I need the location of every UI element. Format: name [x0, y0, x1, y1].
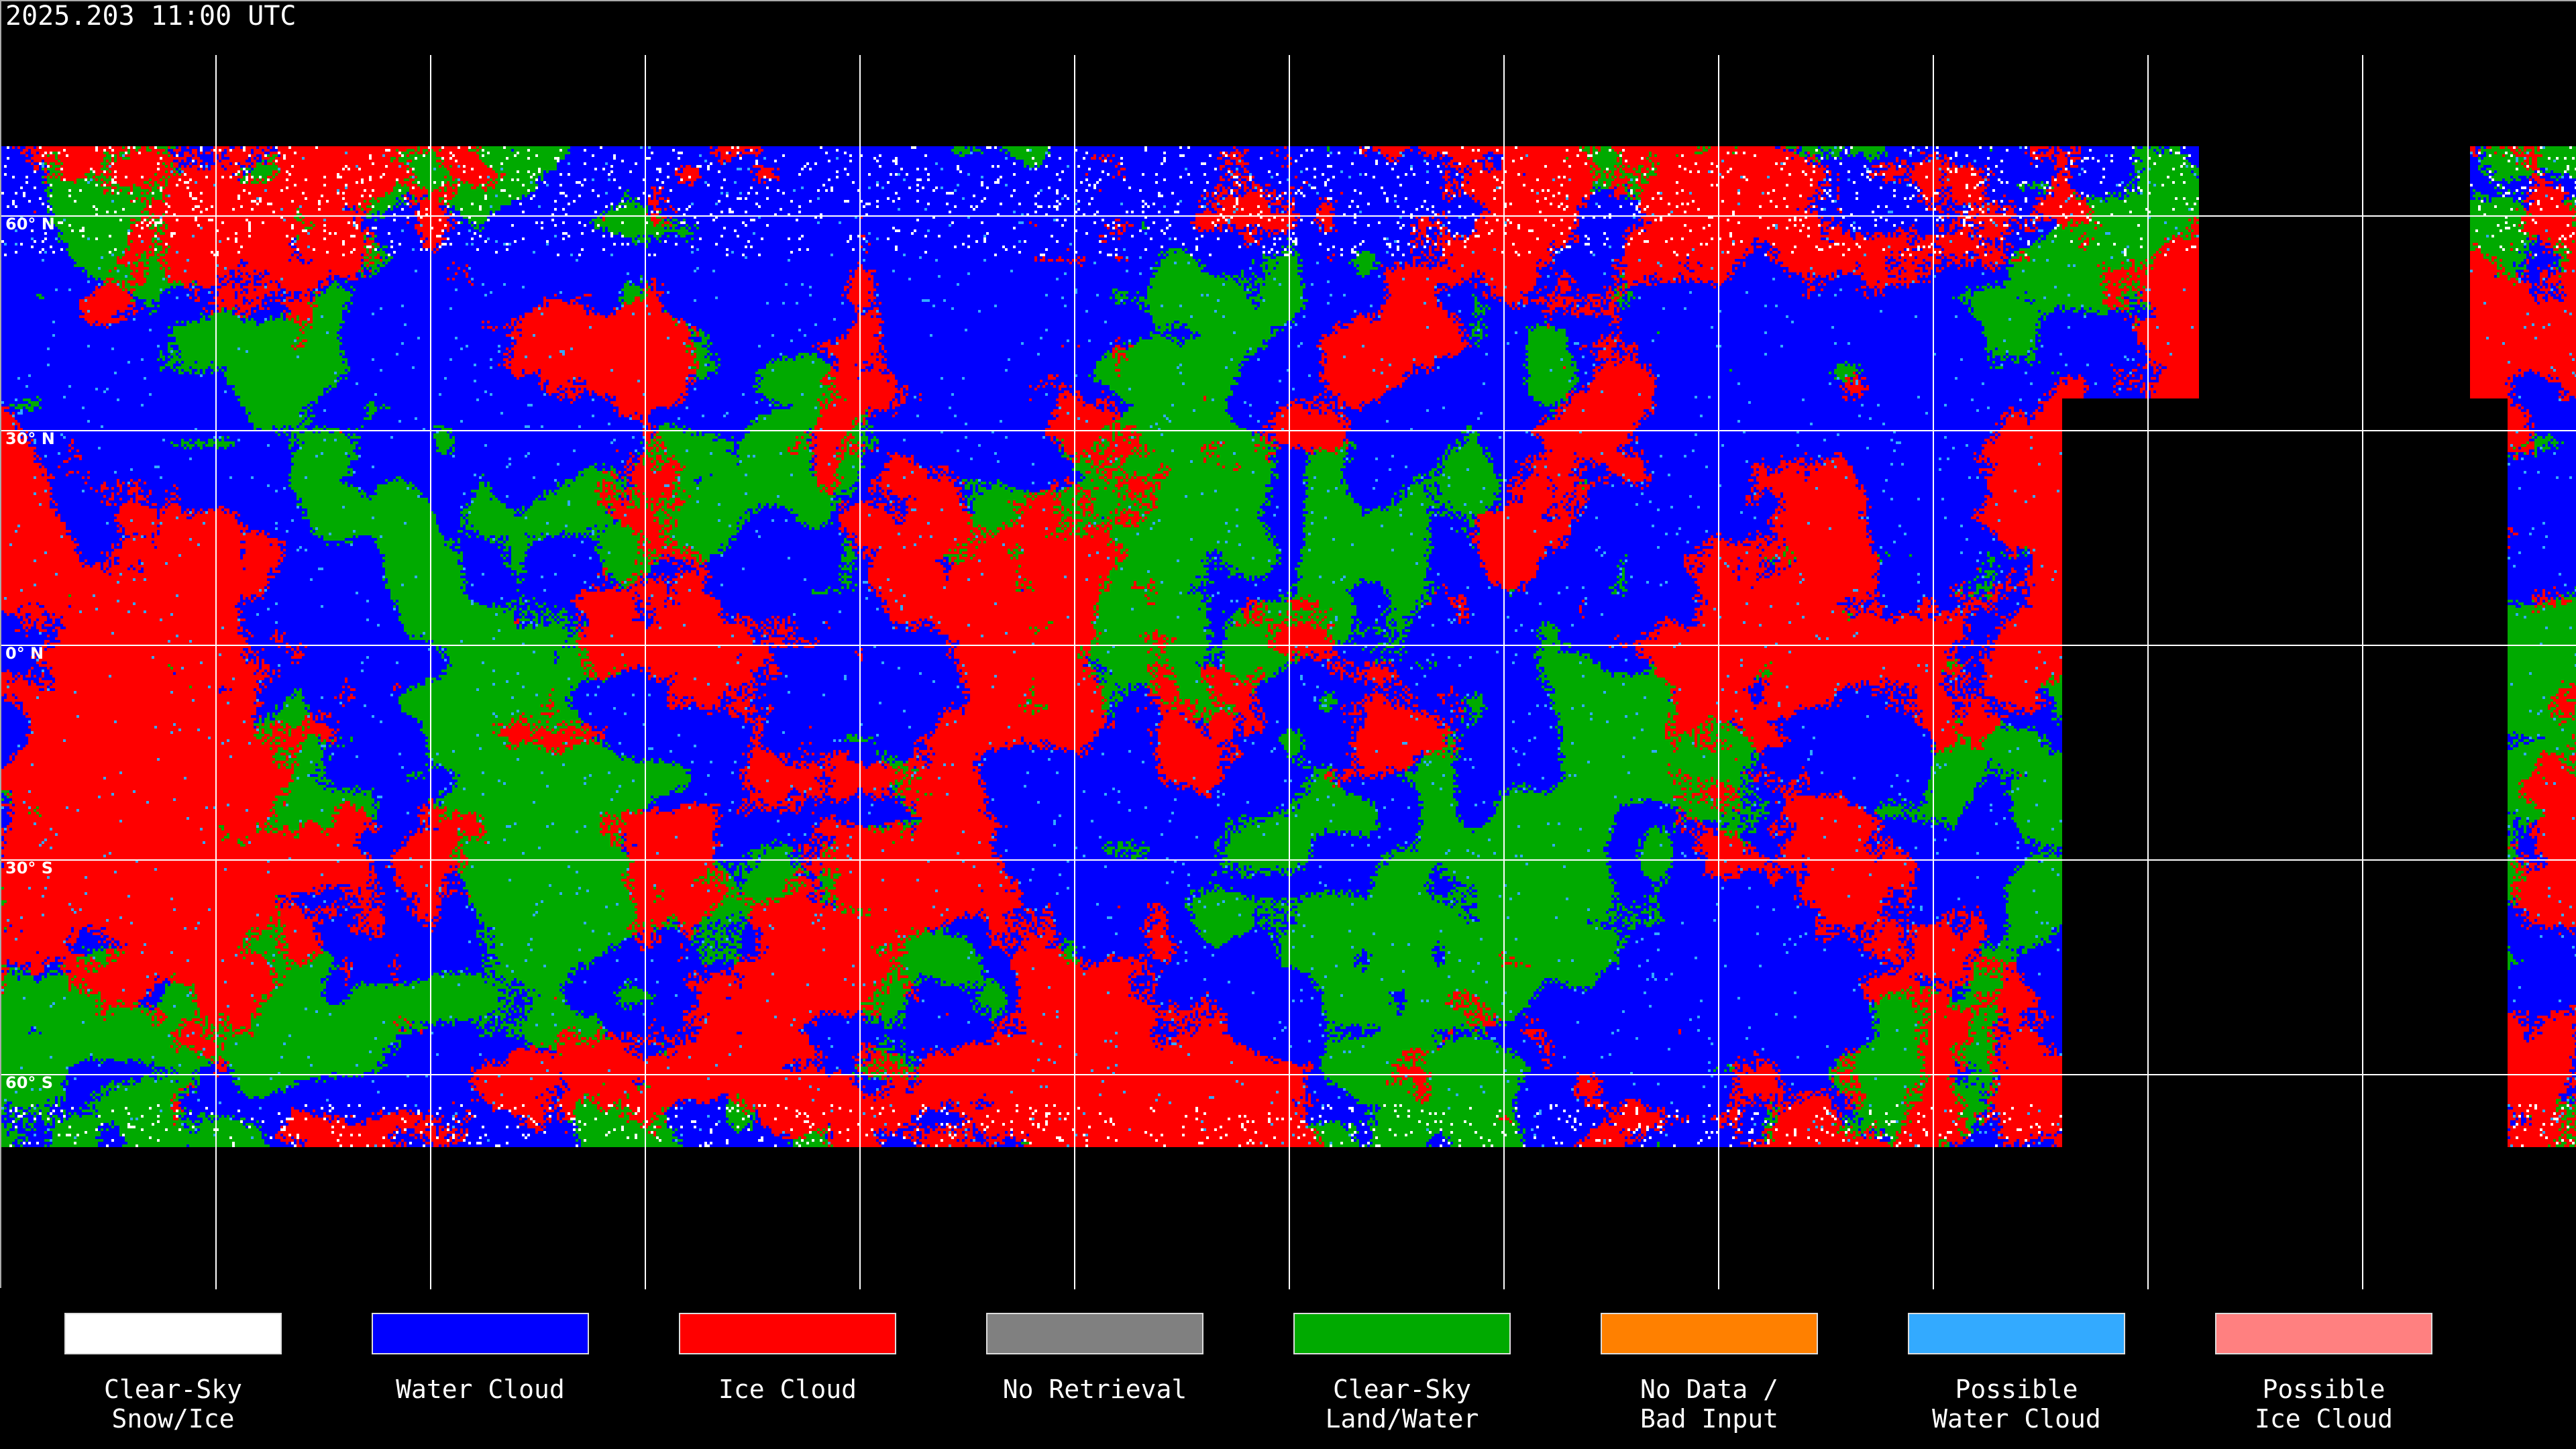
legend-swatch [986, 1313, 1203, 1354]
cloud-phase-map: 2025.203 11:00 UTC 60° N 30° N 0° N 30° … [0, 0, 2576, 1289]
legend-swatch [1601, 1313, 1818, 1354]
legend-label: No Data / Bad Input [1640, 1375, 1778, 1434]
legend-item-water-cloud: Water Cloud [372, 1313, 589, 1404]
legend-label: Water Cloud [396, 1375, 565, 1404]
lat-label-0n: 0° N [5, 644, 44, 663]
legend-item-clear-sky-land-water: Clear-Sky Land/Water [1293, 1313, 1511, 1434]
lat-label-30n: 30° N [5, 429, 55, 448]
legend-label: Possible Water Cloud [1932, 1375, 2101, 1434]
lat-label-30s: 30° S [5, 859, 54, 877]
legend: Clear-Sky Snow/Ice Water Cloud Ice Cloud… [0, 1288, 2576, 1449]
lat-lon-grid [1, 55, 2576, 1289]
legend-swatch [2215, 1313, 2432, 1354]
legend-item-ice-cloud: Ice Cloud [679, 1313, 896, 1404]
legend-label: Possible Ice Cloud [2255, 1375, 2393, 1434]
legend-label: No Retrieval [1002, 1375, 1187, 1404]
legend-item-possible-ice-cloud: Possible Ice Cloud [2215, 1313, 2432, 1434]
legend-label: Clear-Sky Snow/Ice [104, 1375, 242, 1434]
legend-item-clear-sky-snow-ice: Clear-Sky Snow/Ice [64, 1313, 282, 1434]
lat-label-60s: 60° S [5, 1073, 54, 1092]
legend-swatch [64, 1313, 282, 1354]
timestamp-title: 2025.203 11:00 UTC [5, 1, 297, 32]
legend-label: Clear-Sky Land/Water [1325, 1375, 1479, 1434]
legend-item-no-retrieval: No Retrieval [986, 1313, 1203, 1404]
lat-label-60n: 60° N [5, 215, 55, 233]
legend-label: Ice Cloud [718, 1375, 857, 1404]
legend-swatch [679, 1313, 896, 1354]
legend-swatch [372, 1313, 589, 1354]
legend-item-no-data: No Data / Bad Input [1601, 1313, 1818, 1434]
legend-item-possible-water-cloud: Possible Water Cloud [1908, 1313, 2125, 1434]
legend-swatch [1908, 1313, 2125, 1354]
legend-swatch [1293, 1313, 1511, 1354]
